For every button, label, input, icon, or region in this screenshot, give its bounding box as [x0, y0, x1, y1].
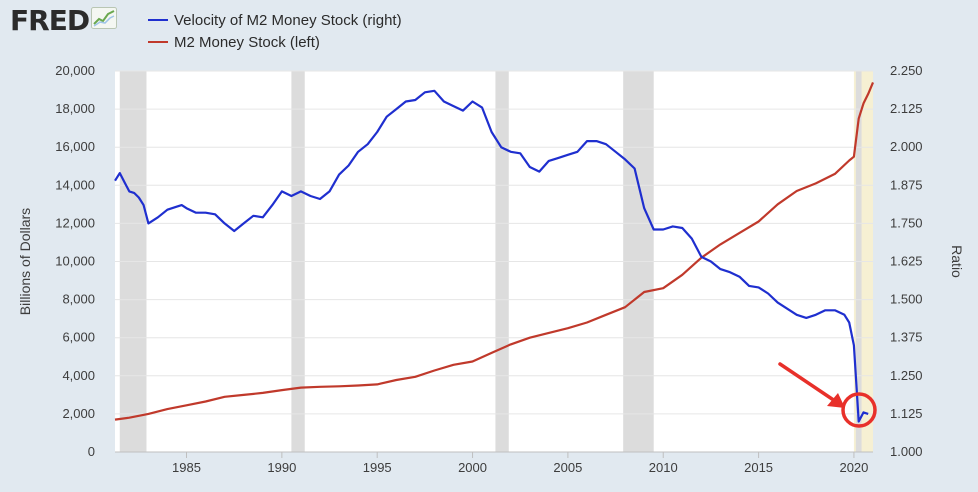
y-axis-title-right: Ratio	[949, 245, 965, 278]
x-tick-label: 1995	[363, 460, 392, 475]
y-tick-right: 2.000	[890, 139, 923, 154]
y-tick-left: 18,000	[55, 101, 95, 116]
y-tick-left: 12,000	[55, 215, 95, 230]
y-tick-left: 16,000	[55, 139, 95, 154]
red-arrow-head	[827, 393, 845, 408]
y-tick-right: 1.250	[890, 368, 923, 383]
y-tick-right: 1.125	[890, 406, 923, 421]
logo-text: FRED	[10, 4, 90, 37]
y-tick-right: 2.250	[890, 63, 923, 78]
sparkline-chart-icon	[91, 7, 118, 34]
x-tick-label: 2000	[458, 460, 487, 475]
y-tick-left: 4,000	[62, 368, 95, 383]
legend-item-m2[interactable]: M2 Money Stock (left)	[148, 31, 402, 53]
x-tick-label: 2015	[744, 460, 773, 475]
y-tick-right: 2.125	[890, 101, 923, 116]
series-lines	[114, 81, 875, 423]
y-tick-left: 8,000	[62, 292, 95, 307]
y-tick-left: 0	[88, 444, 95, 459]
y-tick-right: 1.750	[890, 215, 923, 230]
axes: 0 1.000 2,000 1.125 4,000 1.250 6,000 1.375 8,00…	[17, 63, 965, 475]
y-tick-right: 1.375	[890, 330, 923, 345]
y-tick-left: 6,000	[62, 330, 95, 345]
velocity-line	[114, 89, 869, 423]
red-highlight-circle	[841, 392, 877, 428]
y-tick-left: 14,000	[55, 177, 95, 192]
legend-swatch-m2	[148, 41, 168, 43]
fred-logo[interactable]: FRED	[10, 4, 118, 37]
legend-item-velocity[interactable]: Velocity of M2 Money Stock (right)	[148, 9, 402, 31]
y-tick-right: 1.500	[890, 292, 923, 307]
x-tick-label: 2005	[553, 460, 582, 475]
y-tick-left: 20,000	[55, 63, 95, 78]
y-tick-right: 1.000	[890, 444, 923, 459]
m2-line	[114, 81, 875, 421]
x-tick-label: 1985	[172, 460, 201, 475]
x-tick-label: 2010	[649, 460, 678, 475]
y-tick-left: 10,000	[55, 254, 95, 269]
legend-label-m2: M2 Money Stock (left)	[174, 33, 320, 51]
annotations	[778, 362, 877, 428]
chart-legend: Velocity of M2 Money Stock (right) M2 Mo…	[148, 9, 402, 53]
y-tick-right: 1.625	[890, 254, 923, 269]
y-tick-left: 2,000	[62, 406, 95, 421]
red-arrow-shaft	[778, 362, 840, 405]
x-tick-label: 1990	[267, 460, 296, 475]
legend-label-velocity: Velocity of M2 Money Stock (right)	[174, 11, 402, 29]
y-tick-right: 1.875	[890, 177, 923, 192]
chart-header: FRED Velocity of M2 Money Stock (right) …	[0, 0, 978, 58]
x-tick-label: 2020	[839, 460, 868, 475]
legend-swatch-velocity	[148, 19, 168, 21]
y-axis-title-left: Billions of Dollars	[17, 208, 33, 315]
